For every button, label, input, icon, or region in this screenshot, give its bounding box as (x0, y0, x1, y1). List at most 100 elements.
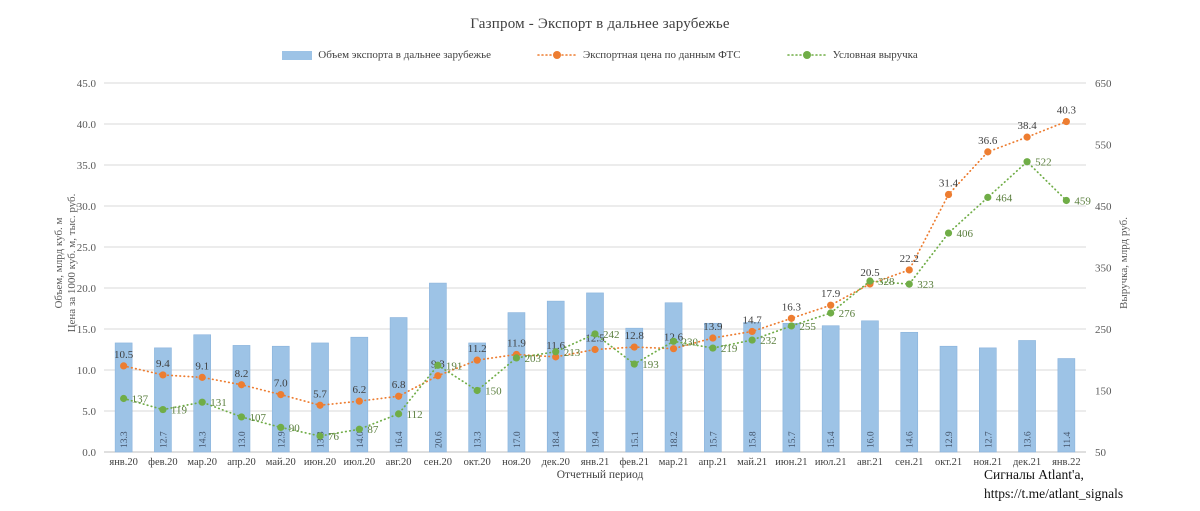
data-point-marker (787, 322, 796, 330)
data-point-marker (984, 193, 992, 201)
left-axis-title: Объем, млрд куб. м Цена за 1000 куб. м, … (53, 194, 79, 333)
revenue-value-label: 213 (564, 347, 581, 359)
price-value-label: 12.5 (585, 333, 605, 345)
x-axis-tick-label: мар.21 (659, 457, 689, 468)
data-point-marker (277, 391, 285, 399)
bar-value-label: 15.4 (827, 431, 837, 448)
bar (389, 317, 408, 453)
data-point-marker (827, 309, 835, 317)
legend-label-export-volume: Объем экспорта в дальнее зарубежье (318, 49, 491, 61)
data-point-marker (748, 336, 756, 344)
bar-value-label: 12.7 (984, 431, 994, 448)
x-axis-tick-label: апр.20 (227, 457, 256, 468)
bar-value-label: 18.4 (552, 431, 562, 448)
bar-value-label: 13.3 (120, 431, 130, 448)
price-value-label: 6.2 (352, 384, 366, 396)
bar (193, 334, 211, 453)
data-point-marker (905, 280, 913, 288)
bar (625, 327, 644, 453)
right-axis-tick-label: 650 (1095, 78, 1112, 90)
data-point-marker (395, 392, 403, 400)
x-axis-tick-label: июл.21 (815, 457, 847, 468)
price-value-label: 11.2 (468, 343, 487, 355)
bar (704, 322, 722, 453)
x-axis-tick-label: окт.21 (935, 457, 962, 468)
price-value-label: 36.6 (978, 135, 998, 147)
data-point-marker (473, 386, 481, 395)
price-value-label: 38.4 (1017, 120, 1037, 132)
signature-line1: Сигналы Atlant'a, (984, 467, 1084, 482)
right-axis-tick-label: 450 (1095, 201, 1112, 213)
revenue-value-label: 328 (878, 276, 895, 288)
bar-value-label: 20.6 (434, 431, 444, 448)
revenue-value-label: 87 (367, 424, 379, 436)
x-axis-tick-label: мар.20 (187, 457, 217, 468)
legend-dotted-line-swatch-revenue (786, 51, 827, 59)
x-axis-tick-label: апр.21 (699, 457, 728, 468)
data-point-marker (905, 266, 913, 274)
price-value-label: 5.7 (313, 388, 327, 400)
bar-value-label: 12.7 (159, 431, 169, 448)
bar (743, 322, 761, 453)
x-axis-tick-label: сен.20 (424, 457, 452, 468)
revenue-value-label: 90 (289, 422, 301, 434)
bar-value-label: 12.9 (277, 431, 287, 448)
x-axis-tick-label: дек.20 (542, 457, 570, 468)
price-value-label: 40.3 (1057, 105, 1077, 117)
x-axis-tick-label: фев.20 (148, 457, 178, 468)
data-point-marker (1023, 158, 1031, 166)
left-axis-title-line1: Объем, млрд куб. м (53, 217, 65, 309)
left-axis-tick-label: 5.0 (82, 406, 96, 418)
data-point-marker (1023, 133, 1031, 141)
revenue-value-label: 107 (249, 412, 266, 424)
legend-label-export-price: Экспортная цена по данным ФТС (582, 49, 741, 61)
price-value-label: 6.8 (392, 379, 406, 391)
data-point-marker (984, 148, 992, 156)
revenue-value-label: 459 (1074, 195, 1091, 207)
bar-value-label: 19.4 (592, 431, 602, 448)
x-axis-tick-label: май.21 (737, 457, 767, 468)
data-point-marker (237, 381, 246, 389)
bar-value-label: 13.3 (474, 431, 484, 448)
revenue-value-label: 219 (721, 343, 738, 355)
bar-value-label: 13.3 (317, 431, 327, 448)
data-point-marker (198, 398, 206, 406)
bar-value-label: 16.0 (866, 431, 876, 448)
data-point-marker (944, 229, 953, 237)
price-value-label: 17.9 (821, 288, 841, 300)
left-axis-title-line2: Цена за 1000 куб. м, тыс. руб. (66, 193, 78, 333)
chart-title: Газпром - Экспорт в дальнее зарубежье (470, 16, 730, 32)
bar (232, 345, 251, 453)
revenue-value-label: 119 (171, 405, 188, 417)
price-value-label: 8.2 (235, 368, 249, 380)
price-value-label: 9.4 (156, 358, 170, 370)
price-value-label: 12.8 (625, 330, 645, 342)
revenue-value-label: 406 (957, 228, 974, 240)
signature-telegram-link[interactable]: https://t.me/atlant_signals (984, 486, 1124, 501)
price-value-label: 10.5 (114, 349, 134, 361)
left-axis-tick-label: 15.0 (77, 324, 97, 336)
bar (1018, 340, 1036, 453)
bar-value-label: 18.2 (670, 431, 680, 448)
x-axis-tick-label: янв.21 (581, 457, 610, 468)
x-axis-tick-label: июн.20 (304, 457, 336, 468)
bar-value-label: 15.8 (749, 431, 759, 448)
legend-label-revenue: Условная выручка (832, 49, 918, 61)
data-point-marker (630, 343, 638, 351)
price-value-label: 20.5 (860, 267, 880, 279)
data-point-marker (827, 301, 835, 309)
bar-value-label: 14.0 (356, 431, 366, 448)
bar (154, 347, 172, 453)
data-point-marker (591, 330, 599, 338)
data-point-marker (709, 334, 717, 342)
data-point-marker (434, 361, 442, 369)
data-point-marker (552, 353, 560, 361)
price-value-label: 13.9 (703, 321, 723, 333)
data-point-marker (198, 373, 206, 381)
data-point-marker (277, 423, 285, 431)
x-axis-title: Отчетный период (556, 469, 644, 481)
left-axis-tick-label: 45.0 (77, 78, 97, 90)
data-point-marker (120, 394, 128, 403)
price-value-label: 9.1 (195, 360, 209, 372)
data-point-marker (944, 190, 953, 199)
